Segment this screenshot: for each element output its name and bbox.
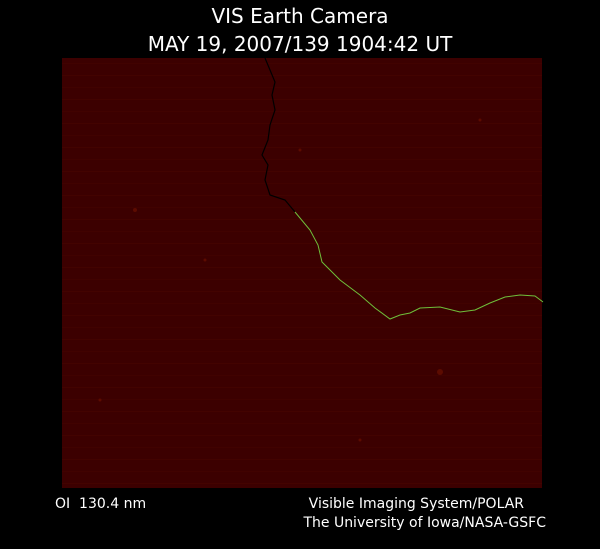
credit-line: The University of Iowa/NASA-GSFC [302, 515, 546, 531]
camera-image [62, 58, 542, 488]
coastline-night [261, 57, 296, 213]
speckle [298, 148, 302, 152]
speckle [98, 398, 102, 402]
image-title: VIS Earth Camera [211, 4, 388, 28]
speckle [133, 208, 137, 212]
credit-line: Visible Imaging System/POLAR [309, 496, 525, 512]
speckle [478, 118, 482, 122]
speckle [437, 369, 443, 375]
speckle [203, 258, 207, 262]
speckles [98, 118, 482, 442]
filter-label: OI 130.4 nm [55, 496, 146, 512]
image-timestamp: MAY 19, 2007/139 1904:42 UT [148, 32, 453, 56]
coastline-day [294, 211, 544, 320]
speckle [358, 438, 362, 442]
